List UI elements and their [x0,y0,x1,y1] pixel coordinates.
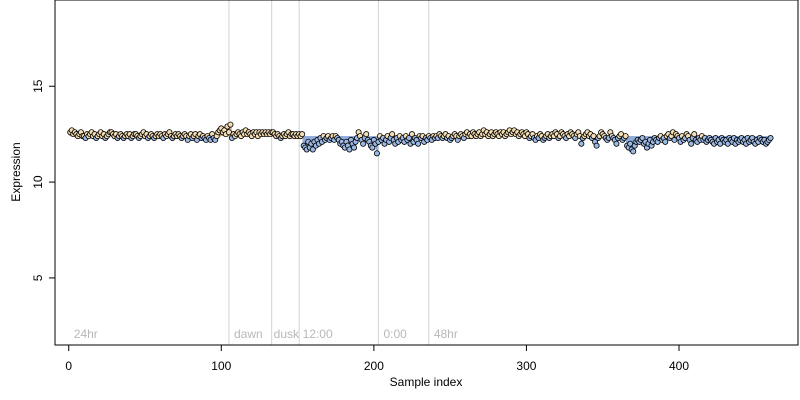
data-points [67,121,774,157]
data-point [373,150,380,157]
data-point [360,140,367,147]
plot-frame [54,0,799,346]
x-tick-label: 100 [211,359,231,373]
period-annotation: dawn [234,327,263,341]
deviation-band [625,136,629,146]
deviation-band [304,136,307,148]
data-point [630,148,637,155]
data-point [415,140,422,147]
y-axis: 5 10 15 [31,79,56,281]
data-point [309,146,316,153]
data-point [405,134,412,141]
period-separators [228,0,430,345]
data-point [622,133,629,140]
deviation-band [348,136,351,150]
data-point [578,140,585,147]
period-annotation: dusk [274,327,300,341]
data-point [409,131,416,138]
data-point [369,144,376,151]
deviation-band [628,136,632,144]
data-point [363,131,370,138]
period-annotation: 12:00 [303,327,333,341]
data-point [351,144,358,151]
data-point [389,131,396,138]
deviation-band [310,136,313,144]
y-tick-label: 15 [31,79,45,93]
y-axis-title: Expression [9,142,23,201]
period-annotation: 0:00 [383,327,407,341]
data-point [227,121,234,128]
data-point [593,142,600,149]
y-tick-label: 5 [31,274,45,281]
data-point [688,140,695,147]
x-tick-label: 400 [669,359,689,373]
data-point [299,131,306,138]
period-annotations: 24hr dawn dusk 12:00 0:00 48hr [74,327,458,341]
data-point [613,140,620,147]
x-tick-label: 200 [364,359,384,373]
deviation-band [302,136,305,146]
period-annotation: 48hr [434,327,458,341]
period-annotation: 24hr [74,327,98,341]
x-tick-label: 0 [65,359,72,373]
y-tick-label: 10 [31,175,45,189]
data-point [691,131,698,138]
data-point [767,134,774,141]
data-point [639,134,646,141]
x-tick-label: 300 [516,359,536,373]
x-axis-title: Sample index [390,375,463,389]
data-point [662,138,669,145]
x-axis: 0 100 200 300 400 [65,344,689,373]
